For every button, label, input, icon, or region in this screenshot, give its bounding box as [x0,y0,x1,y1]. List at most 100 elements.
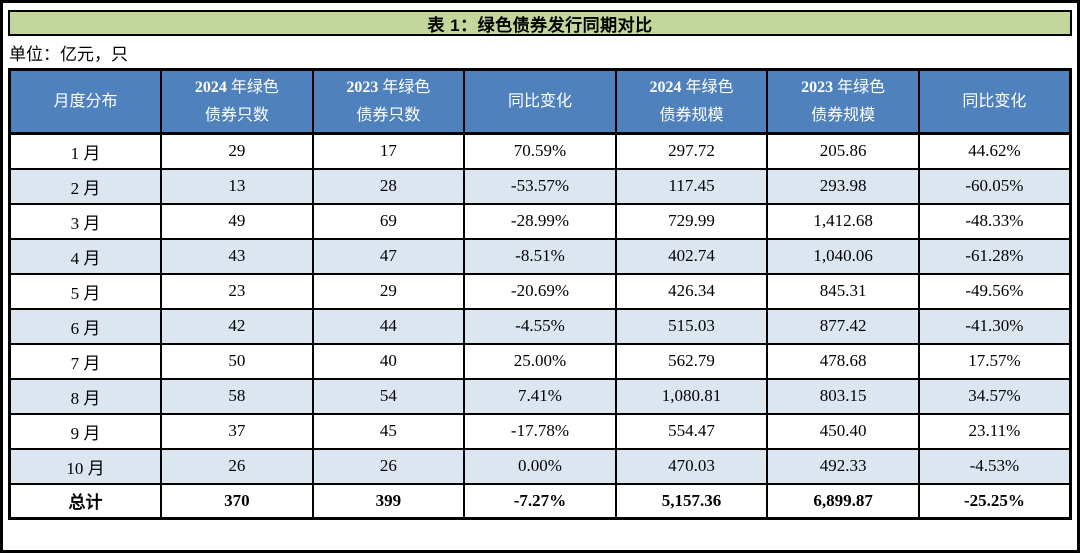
table-cell: 845.31 [766,272,920,310]
table-cell: 23 [160,272,314,310]
table-cell: 54 [311,377,466,415]
table-cell: 117.45 [614,167,769,205]
table-cell: 17 [311,132,466,170]
comparison-table: 月度分布 2024 年绿色 债券只数 2023 年绿色 债券只数 同比变化 20… [8,68,1072,520]
column-header-2023-count: 2023 年绿色 债券只数 [311,68,466,135]
table-cell: 370 [160,482,314,520]
table-cell: 23.11% [917,412,1072,450]
table-row: 9 月 37 45 -17.78% 554.47 450.40 23.11% [8,412,1072,450]
unit-note: 单位：亿元，只 [8,36,1072,68]
table-row: 8 月 58 54 7.41% 1,080.81 803.15 34.57% [8,377,1072,415]
total-row: 总计 370 399 -7.27% 5,157.36 6,899.87 -25.25% [8,482,1072,520]
table-cell: 478.68 [766,342,920,380]
table-cell: 470.03 [614,447,769,485]
column-header-month: 月度分布 [8,68,163,135]
table-title: 表 1：绿色债券发行同期对比 [427,15,653,35]
table-cell: 8 月 [8,377,163,415]
column-header-2024-count: 2024 年绿色 债券只数 [160,68,314,135]
table-row: 3 月 49 69 -28.99% 729.99 1,412.68 -48.33% [8,202,1072,240]
table-cell: 44.62% [917,132,1072,170]
table-cell: -7.27% [463,482,617,520]
table-cell: 6,899.87 [766,482,920,520]
table-cell: -8.51% [463,237,617,275]
table-cell: 25.00% [463,342,617,380]
table-cell: 13 [160,167,314,205]
table-row: 1 月 29 17 70.59% 297.72 205.86 44.62% [8,132,1072,170]
table-cell: -25.25% [917,482,1072,520]
table-cell: 1,080.81 [614,377,769,415]
table-cell: 426.34 [614,272,769,310]
table-row: 5 月 23 29 -20.69% 426.34 845.31 -49.56% [8,272,1072,310]
table-cell: 297.72 [614,132,769,170]
table-cell: 729.99 [614,202,769,240]
table-cell: 4 月 [8,237,163,275]
table-cell: 515.03 [614,307,769,345]
table-cell: 17.57% [917,342,1072,380]
table-body: 1 月 29 17 70.59% 297.72 205.86 44.62% 2 月 13 28 -5… [8,132,1072,520]
table-cell: 34.57% [917,377,1072,415]
table-cell: 总计 [8,482,163,520]
table-row: 6 月 42 44 -4.55% 515.03 877.42 -41.30% [8,307,1072,345]
table-cell: -61.28% [917,237,1072,275]
table-cell: 562.79 [614,342,769,380]
table-cell: 26 [311,447,466,485]
table-cell: 29 [311,272,466,310]
table-cell: 0.00% [463,447,617,485]
table-cell: 399 [311,482,466,520]
table-cell: 26 [160,447,314,485]
table-header: 月度分布 2024 年绿色 债券只数 2023 年绿色 债券只数 同比变化 20… [8,68,1072,135]
table-cell: 43 [160,237,314,275]
table-cell: 1,040.06 [766,237,920,275]
table-cell: 44 [311,307,466,345]
table-cell: 42 [160,307,314,345]
table-cell: 1,412.68 [766,202,920,240]
table-cell: -4.53% [917,447,1072,485]
table-cell: -53.57% [463,167,617,205]
table-cell: -49.56% [917,272,1072,310]
table-cell: -28.99% [463,202,617,240]
table-cell: 3 月 [8,202,163,240]
table-cell: 70.59% [463,132,617,170]
table-cell: 7.41% [463,377,617,415]
table-cell: -4.55% [463,307,617,345]
table-row: 4 月 43 47 -8.51% 402.74 1,040.06 -61.28% [8,237,1072,275]
table-cell: 7 月 [8,342,163,380]
table-title-bar: 表 1：绿色债券发行同期对比 [8,10,1072,36]
header-row: 月度分布 2024 年绿色 债券只数 2023 年绿色 债券只数 同比变化 20… [8,68,1072,135]
table-cell: 9 月 [8,412,163,450]
table-cell: 47 [311,237,466,275]
table-cell: -41.30% [917,307,1072,345]
table-cell: -60.05% [917,167,1072,205]
table-cell: 5 月 [8,272,163,310]
column-header-2023-scale: 2023 年绿色 债券规模 [766,68,920,135]
table-cell: 50 [160,342,314,380]
table-cell: 554.47 [614,412,769,450]
table-row: 7 月 50 40 25.00% 562.79 478.68 17.57% [8,342,1072,380]
column-header-2024-scale: 2024 年绿色 债券规模 [614,68,769,135]
table-cell: 877.42 [766,307,920,345]
table-cell: 492.33 [766,447,920,485]
table-row: 2 月 13 28 -53.57% 117.45 293.98 -60.05% [8,167,1072,205]
table-cell: 402.74 [614,237,769,275]
table-cell: 49 [160,202,314,240]
table-cell: -20.69% [463,272,617,310]
table-cell: 205.86 [766,132,920,170]
table-cell: 2 月 [8,167,163,205]
column-header-yoy-count: 同比变化 [463,68,617,135]
table-cell: 40 [311,342,466,380]
table-cell: 5,157.36 [614,482,769,520]
table-cell: 29 [160,132,314,170]
table-cell: 450.40 [766,412,920,450]
table-cell: 1 月 [8,132,163,170]
table-cell: -17.78% [463,412,617,450]
table-cell: 10 月 [8,447,163,485]
unit-note-text: 单位：亿元，只 [9,44,128,64]
table-cell: 28 [311,167,466,205]
table-cell: 69 [311,202,466,240]
table-cell: 6 月 [8,307,163,345]
table-cell: 58 [160,377,314,415]
table-cell: 45 [311,412,466,450]
table-cell: 293.98 [766,167,920,205]
table-row: 10 月 26 26 0.00% 470.03 492.33 -4.53% [8,447,1072,485]
